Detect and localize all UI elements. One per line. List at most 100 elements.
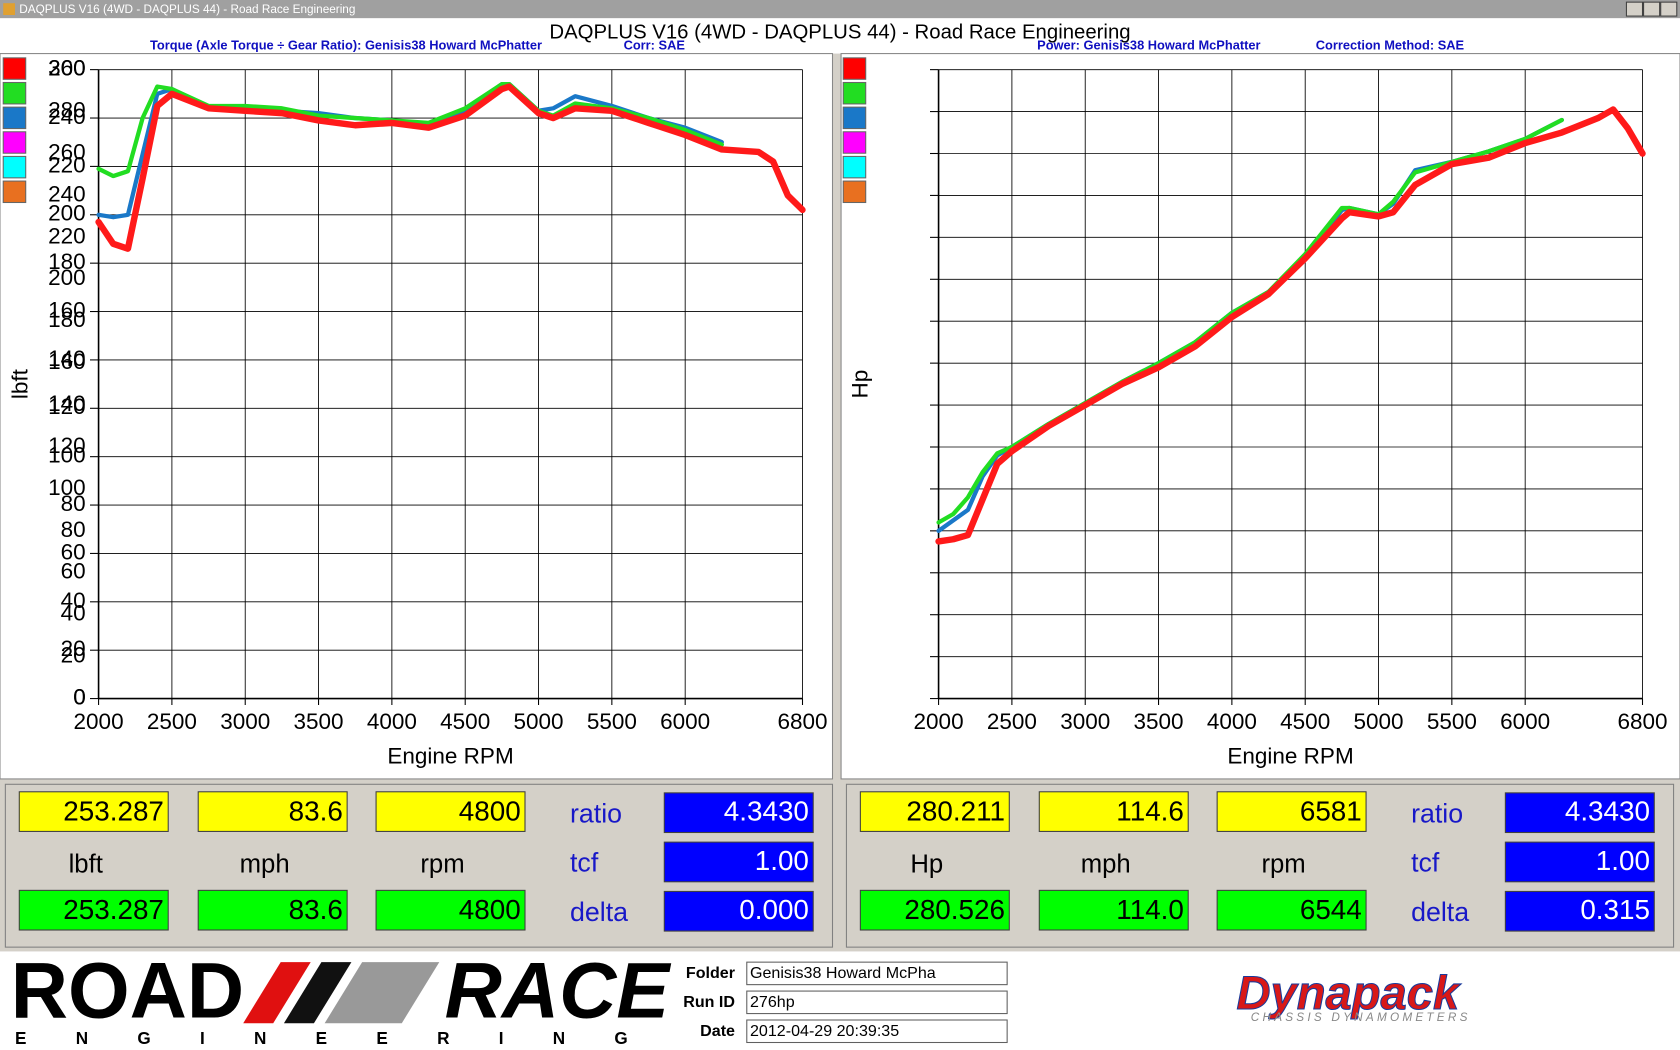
y-tick-label: 180 <box>48 307 86 332</box>
param-box <box>1504 841 1655 883</box>
x-tick-label: 6800 <box>777 709 827 734</box>
readout-value: 6581 <box>1300 796 1362 827</box>
y-tick-label: 280 <box>48 98 86 123</box>
y-tick-label: 260 <box>48 139 86 164</box>
x-tick-label: 6000 <box>660 709 710 734</box>
y-tick-label: 220 <box>48 152 86 177</box>
chart-panel <box>0 53 834 780</box>
readout-box <box>1216 791 1367 832</box>
x-tick-label: 3500 <box>1134 709 1184 734</box>
x-tick-label: 6800 <box>1617 709 1667 734</box>
readout-value: 280.526 <box>904 894 1005 925</box>
y-tick-label: 120 <box>48 394 86 419</box>
y-tick-label: 160 <box>48 297 86 322</box>
param-box <box>1504 890 1655 932</box>
param-label: tcf <box>570 848 599 878</box>
info-field <box>746 1019 1008 1044</box>
y-tick-label: 20 <box>61 643 86 668</box>
y-tick-label: 220 <box>48 223 86 248</box>
param-value: 1.00 <box>1596 845 1650 876</box>
color-swatch <box>2 106 27 130</box>
readout-value: 4800 <box>459 894 521 925</box>
readout-value: 6544 <box>1300 894 1362 925</box>
y-tick-label: 240 <box>48 104 86 129</box>
param-value: 0.000 <box>739 894 809 925</box>
app-icon <box>3 3 15 15</box>
readout-value: 114.6 <box>1116 796 1184 827</box>
info-label: Run ID <box>683 993 735 1011</box>
close-button[interactable] <box>1660 1 1678 17</box>
x-axis-label: Engine RPM <box>1227 743 1353 768</box>
readout-box <box>859 889 1010 931</box>
param-value: 1.00 <box>755 845 809 876</box>
readout-unit: Hp <box>910 851 943 879</box>
color-swatch <box>842 106 867 130</box>
readout-value: 280.211 <box>906 796 1005 827</box>
readout-box <box>18 889 169 931</box>
y-tick-label: 140 <box>48 346 86 371</box>
color-swatch <box>842 57 867 80</box>
readout-value: 253.287 <box>63 796 164 827</box>
info-value: 2012-04-29 20:39:35 <box>750 1022 899 1040</box>
x-tick-label: 4500 <box>1280 709 1330 734</box>
y-tick-label: 260 <box>48 56 86 81</box>
logo-slash <box>324 962 440 1024</box>
readout-value: 4800 <box>459 796 521 827</box>
y-tick-label: 0 <box>73 685 86 710</box>
y-tick-label: 40 <box>61 588 86 613</box>
header-title: DAQPLUS V16 (4WD - DAQPLUS 44) - Road Ra… <box>549 22 1130 44</box>
readout-value: 83.6 <box>289 894 343 925</box>
color-swatch <box>2 81 27 105</box>
x-tick-label: 5000 <box>1353 709 1403 734</box>
param-value: 0.315 <box>1580 894 1650 925</box>
readout-box <box>375 889 526 931</box>
y-tick-label: 60 <box>61 539 86 564</box>
readout-box <box>197 791 348 832</box>
y-axis-label: lbft <box>7 368 32 399</box>
readout-box <box>1216 889 1367 931</box>
param-box <box>1504 792 1655 834</box>
series-line <box>935 106 1646 545</box>
readout-value: 83.6 <box>289 796 343 827</box>
x-tick-label: 2500 <box>987 709 1037 734</box>
info-value: Genisis38 Howard McPha <box>750 964 936 982</box>
y-tick-label: 20 <box>61 636 86 661</box>
readout-box <box>1038 889 1189 931</box>
restore-button[interactable] <box>1643 1 1661 17</box>
y-tick-label: 200 <box>48 201 86 226</box>
x-tick-label: 3000 <box>220 709 270 734</box>
readout-unit: rpm <box>1261 851 1305 879</box>
y-tick-label: 80 <box>61 517 86 542</box>
x-tick-label: 2000 <box>74 709 124 734</box>
y-tick-label: 160 <box>48 349 86 374</box>
color-swatch <box>842 180 867 204</box>
chart-title: Power: Genisis38 Howard McPhatter <box>1037 37 1260 52</box>
x-tick-label: 2000 <box>914 709 964 734</box>
logo-slash <box>243 962 311 1024</box>
y-tick-label: 120 <box>48 433 86 458</box>
x-tick-label: 5500 <box>587 709 637 734</box>
x-tick-label: 4000 <box>1207 709 1257 734</box>
color-swatch <box>2 131 27 154</box>
logo-race: RACE <box>445 945 672 1034</box>
param-box <box>663 890 814 932</box>
x-tick-label: 5500 <box>1427 709 1477 734</box>
window-title: DAQPLUS V16 (4WD - DAQPLUS 44) - Road Ra… <box>19 3 355 16</box>
logo-road: ROAD <box>11 945 244 1034</box>
minimize-button[interactable] <box>1625 1 1644 17</box>
header <box>0 18 1680 54</box>
y-tick-label: 60 <box>61 559 86 584</box>
y-tick-label: 240 <box>48 181 86 206</box>
readout-box <box>18 791 169 832</box>
readout-unit: lbft <box>69 851 103 879</box>
param-label: ratio <box>570 798 622 828</box>
chart-subtitle: Corr: SAE <box>624 37 686 52</box>
x-tick-label: 4000 <box>367 709 417 734</box>
param-label: ratio <box>1411 798 1463 828</box>
readout-box <box>375 791 526 832</box>
color-swatch <box>842 131 867 154</box>
x-tick-label: 2500 <box>147 709 197 734</box>
x-tick-label: 6000 <box>1500 709 1550 734</box>
dynapack-subtitle: CHASSIS DYNAMOMETERS <box>1251 1011 1471 1024</box>
